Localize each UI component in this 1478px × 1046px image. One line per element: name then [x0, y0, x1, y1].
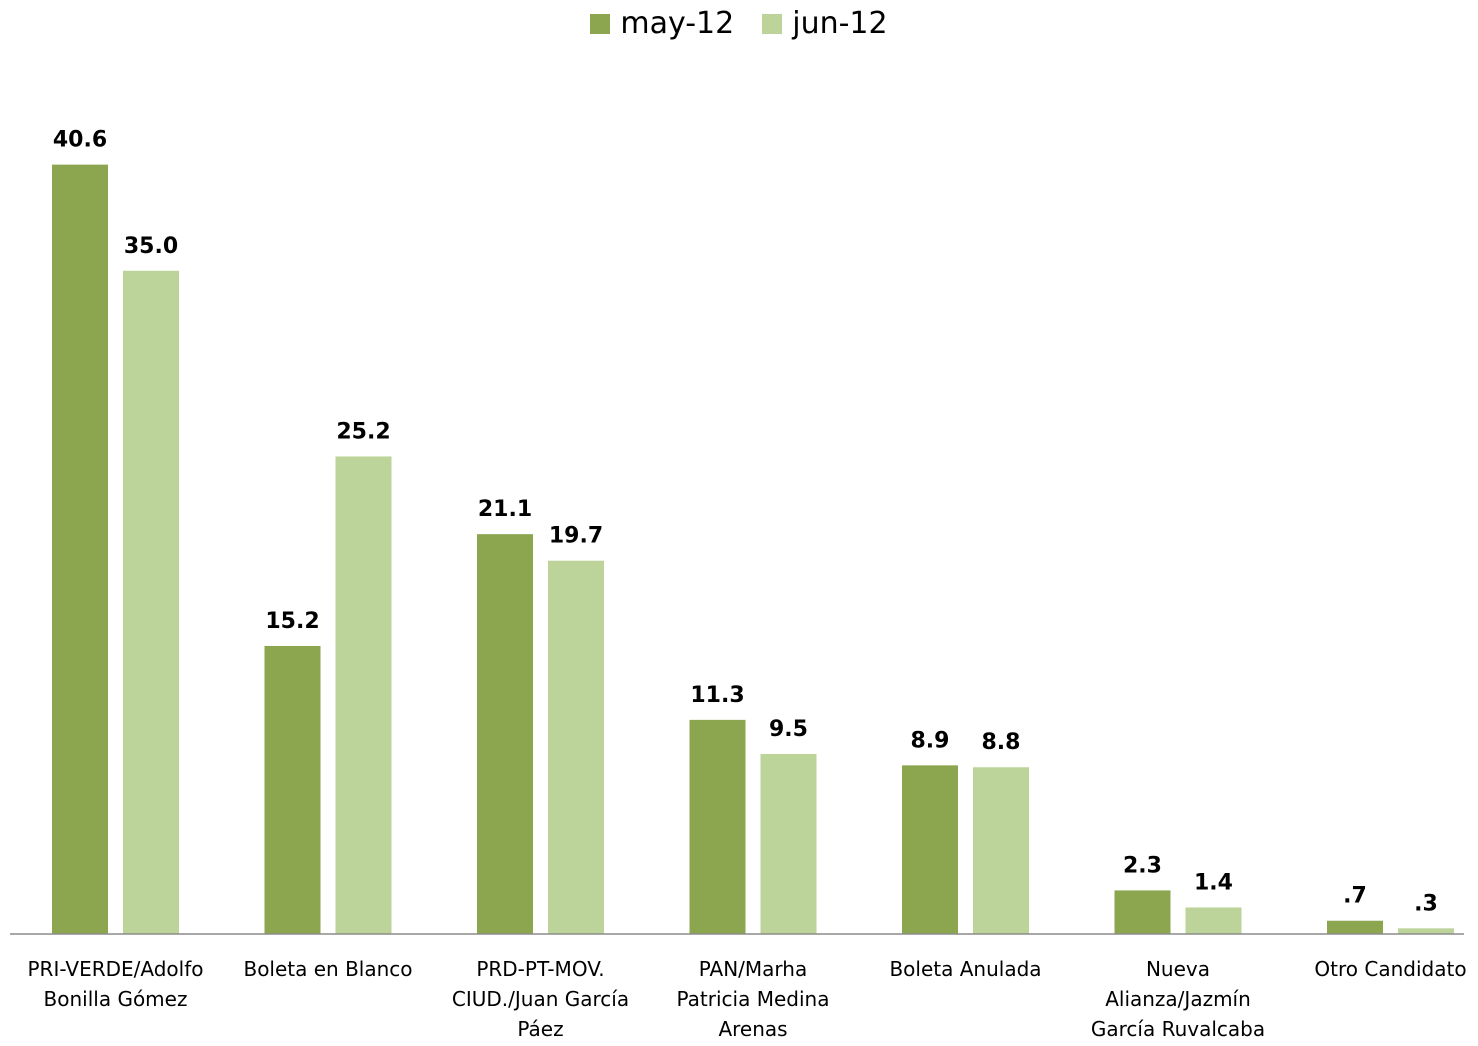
bar-jun-12-4 — [973, 767, 1029, 934]
legend-item-jun-12: jun-12 — [762, 6, 888, 41]
data-label-jun-12-1: 25.2 — [336, 419, 390, 444]
data-label-may-12-6: .7 — [1343, 884, 1367, 909]
category-label-line: Bonilla Gómez — [44, 987, 188, 1011]
bar-may-12-3 — [689, 719, 746, 934]
category-label-line: Alianza/Jazmín — [1105, 987, 1251, 1011]
category-label-6: Otro Candidato — [1314, 957, 1466, 981]
data-label-jun-12-5: 1.4 — [1194, 870, 1233, 895]
category-label-line: CIUD./Juan García — [452, 987, 629, 1011]
legend-item-may-12: may-12 — [590, 6, 734, 41]
category-label-4: Boleta Anulada — [889, 957, 1041, 981]
bar-jun-12-0 — [123, 270, 179, 934]
data-label-may-12-5: 2.3 — [1123, 853, 1162, 878]
category-label-line: PAN/Marha — [699, 957, 807, 981]
category-label-1: Boleta en Blanco — [243, 957, 412, 981]
bar-may-12-2 — [477, 534, 533, 934]
data-label-may-12-4: 8.9 — [911, 728, 950, 753]
category-label-0: PRI-VERDE/Adolfo Bonilla Gómez — [28, 957, 204, 1011]
bar-may-12-0 — [52, 164, 108, 934]
bar-may-12-5 — [1114, 890, 1171, 934]
category-label-line: Otro Candidato — [1314, 957, 1466, 981]
category-label-5: Nueva Alianza/Jazmín García Ruvalcaba — [1091, 957, 1265, 1041]
category-label-line: Páez — [517, 1017, 563, 1041]
bar-jun-12-2 — [548, 560, 604, 934]
data-label-may-12-2: 21.1 — [478, 497, 532, 522]
category-label-line: Boleta Anulada — [889, 957, 1041, 981]
category-label-2: PRD-PT-MOV. CIUD./Juan García Páez — [452, 957, 629, 1041]
data-label-may-12-3: 11.3 — [690, 683, 744, 708]
category-label-line: PRI-VERDE/Adolfo — [28, 957, 204, 981]
bar-may-12-4 — [902, 765, 958, 934]
bar-jun-12-6 — [1398, 928, 1454, 934]
bar-may-12-6 — [1327, 920, 1383, 934]
data-label-jun-12-2: 19.7 — [549, 524, 603, 549]
data-label-jun-12-6: .3 — [1414, 891, 1438, 916]
data-label-jun-12-4: 8.8 — [982, 730, 1021, 755]
category-label-3: PAN/Marha Patricia Medina Arenas — [677, 957, 830, 1041]
category-label-line: García Ruvalcaba — [1091, 1017, 1265, 1041]
legend-label-jun-12: jun-12 — [792, 6, 888, 41]
category-label-line: Patricia Medina — [677, 987, 830, 1011]
legend-swatch-may-12 — [590, 13, 611, 34]
category-label-line: Nueva — [1146, 957, 1210, 981]
legend-label-may-12: may-12 — [620, 6, 735, 41]
category-label-line: PRD-PT-MOV. — [476, 957, 604, 981]
data-label-jun-12-3: 9.5 — [769, 717, 808, 742]
data-label-jun-12-0: 35.0 — [124, 234, 178, 259]
category-label-line: Arenas — [718, 1017, 787, 1041]
bar-jun-12-5 — [1185, 907, 1242, 934]
bar-jun-12-1 — [335, 456, 392, 934]
category-label-line: Boleta en Blanco — [243, 957, 412, 981]
data-label-may-12-0: 40.6 — [53, 128, 107, 153]
bar-may-12-1 — [264, 645, 321, 934]
chart-legend: may-12 jun-12 — [0, 6, 1478, 41]
legend-swatch-jun-12 — [762, 13, 783, 34]
data-label-may-12-1: 15.2 — [265, 609, 319, 634]
bar-jun-12-3 — [760, 753, 817, 934]
